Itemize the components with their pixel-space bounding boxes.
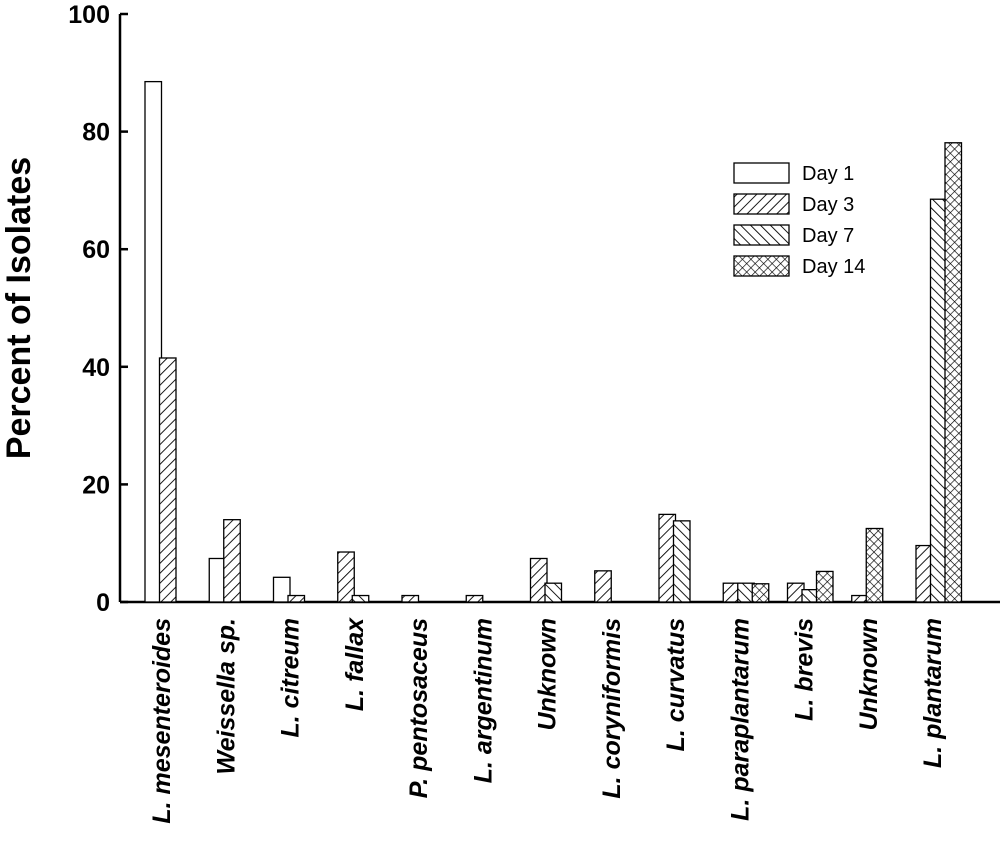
legend-swatch: [733, 255, 790, 277]
legend-swatch: [733, 162, 790, 184]
bar: [158, 357, 177, 603]
x-tick-label: Unknown: [534, 618, 562, 731]
x-tick-label: L. argentinum: [469, 618, 497, 783]
legend-swatch: [733, 193, 790, 215]
legend-label: Day 3: [802, 194, 854, 216]
bar: [287, 594, 306, 603]
bar: [544, 582, 563, 603]
y-tick-label: 40: [82, 354, 110, 382]
bar: [865, 527, 884, 603]
y-tick-label: 80: [82, 119, 110, 147]
y-tick-label: 60: [82, 236, 110, 264]
bar: [351, 594, 370, 603]
y-tick-label: 0: [96, 589, 110, 617]
bar: [401, 594, 420, 603]
bar: [944, 142, 963, 603]
legend: Day 1 Day 3 Day 7 Day 14: [733, 162, 865, 278]
legend-label: Day 14: [802, 256, 865, 278]
x-tick-label: L. brevis: [791, 618, 819, 721]
x-tick-label: P. pentosaceus: [405, 618, 433, 798]
x-tick-label: Unknown: [855, 618, 883, 731]
x-tick-label: L. mesenteroides: [148, 618, 176, 824]
x-tick-label: L. paraplantarum: [726, 618, 754, 821]
bar: [272, 576, 291, 603]
y-tick-label: 100: [68, 1, 110, 29]
x-tick-label: L. plantarum: [919, 618, 947, 768]
x-tick-label: L. citreum: [277, 618, 305, 737]
legend-label: Day 7: [802, 225, 854, 247]
y-axis-ticks: 0 20 40 60 80 100: [68, 1, 128, 617]
x-tick-label: L. coryniformis: [598, 618, 626, 799]
x-tick-label: Weissella sp.: [212, 618, 240, 775]
y-tick-label: 20: [82, 471, 110, 499]
bar: [815, 570, 834, 603]
x-tick-label: L. fallax: [341, 617, 369, 711]
bar: [751, 583, 770, 603]
bars: [144, 80, 963, 603]
bar: [672, 520, 691, 603]
bar: [594, 570, 612, 603]
bar: [465, 594, 484, 603]
y-axis-title: Percent of Isolates: [0, 157, 38, 459]
x-tick-label: L. curvatus: [662, 618, 690, 751]
x-axis-tick-labels: L. mesenteroides Weissella sp. L. citreum L…: [148, 617, 947, 824]
legend-label: Day 1: [802, 163, 854, 185]
bar: [223, 519, 241, 603]
bar: [529, 557, 548, 603]
bar: [337, 551, 355, 603]
bar: [144, 80, 163, 603]
legend-swatch: [733, 224, 790, 246]
